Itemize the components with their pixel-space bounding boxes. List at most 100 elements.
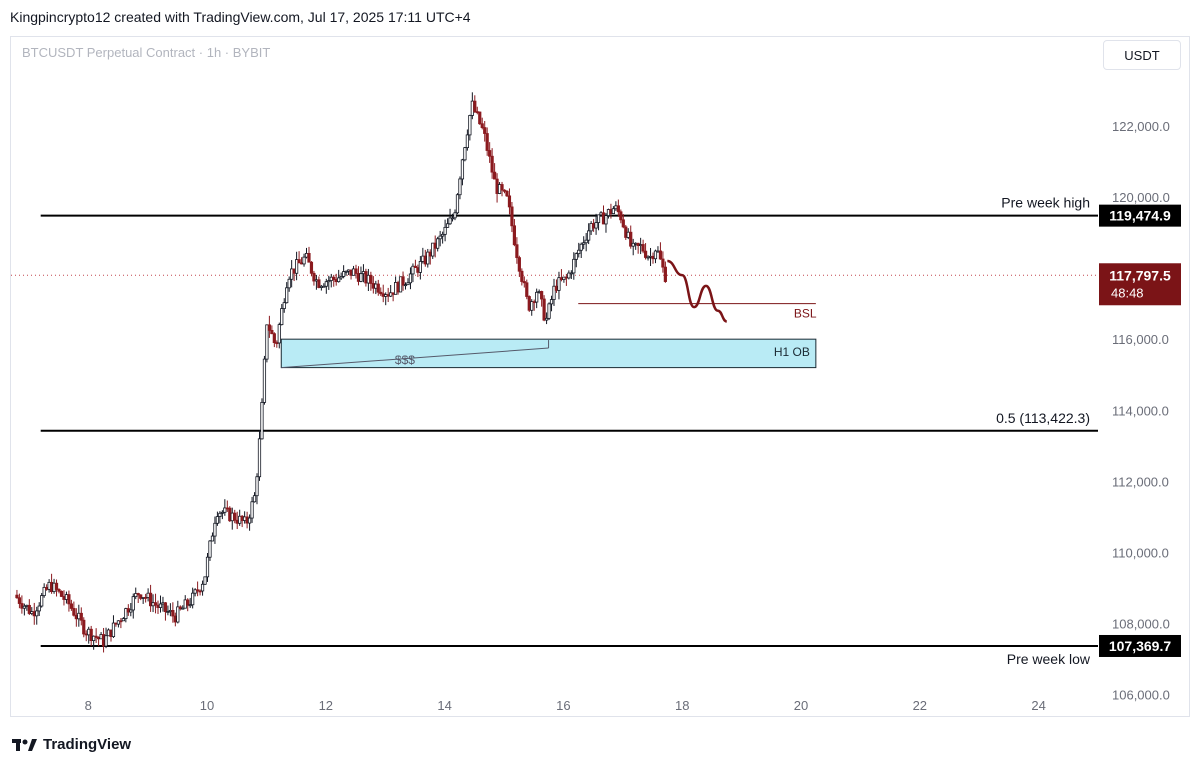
last-price-text: 117,797.5 (1109, 267, 1171, 283)
candle-body (156, 604, 160, 608)
candle-body (134, 593, 138, 598)
candle-body (423, 255, 427, 265)
candle-body (243, 516, 247, 521)
candle-body (198, 590, 202, 593)
candle-body (77, 612, 81, 620)
tradingview-logo[interactable]: TradingView (12, 736, 131, 753)
candle-body (530, 301, 534, 311)
candle-body (527, 296, 531, 311)
candle-body (114, 622, 118, 625)
candle-body (488, 150, 492, 157)
candle-body (151, 602, 155, 607)
candle-body (497, 184, 502, 194)
candle-body (537, 291, 541, 293)
candle-body (416, 267, 420, 273)
time-tick-label: 18 (675, 698, 689, 713)
candle-body (614, 205, 618, 210)
candle-body (322, 285, 326, 288)
candle-body (295, 259, 299, 274)
candle-body (547, 303, 551, 319)
candle-body (366, 274, 370, 284)
candle-body (129, 609, 133, 613)
candles (15, 92, 667, 653)
candle-body (210, 535, 215, 542)
candle-body (540, 291, 544, 300)
candle-body (431, 242, 435, 257)
candle-body (515, 244, 519, 259)
candle-body (396, 282, 400, 293)
candle-body (89, 628, 93, 641)
candle-body (601, 212, 606, 225)
candle-body (421, 255, 425, 262)
candle-body (512, 225, 517, 246)
candle-body (651, 255, 655, 260)
price-tick-label: 112,000.0 (1112, 474, 1169, 489)
candle-body (327, 280, 331, 283)
candle-body (483, 127, 487, 134)
candle-body (15, 594, 19, 599)
candle-body (267, 324, 271, 331)
candle-body (639, 244, 643, 246)
candle-body (191, 592, 195, 606)
candle-body (302, 256, 306, 265)
candle-body (79, 612, 83, 621)
price-tick-label: 108,000.0 (1112, 617, 1170, 632)
header-bar: Kingpincrypto12 created with TradingView… (0, 0, 1200, 36)
candle-body (465, 134, 469, 149)
candle-body (525, 282, 529, 297)
candle-body (361, 271, 366, 275)
candle-body (624, 226, 628, 238)
chart-frame[interactable] (10, 36, 1190, 717)
candle-body (220, 511, 224, 514)
candle-body (391, 292, 395, 295)
candle-body (109, 629, 113, 638)
candle-body (374, 283, 378, 289)
candle-body (569, 272, 573, 275)
candle-body (572, 258, 576, 274)
candle-body (485, 133, 489, 151)
candle-body (381, 293, 385, 297)
candle-body (124, 608, 128, 620)
candle-body (567, 272, 571, 279)
candle-body (307, 253, 311, 263)
candle-body (460, 159, 465, 180)
candle-body (238, 515, 242, 524)
candle-body (478, 111, 482, 125)
candle-body (552, 285, 556, 300)
candle-body (495, 178, 499, 194)
time-tick-label: 16 (556, 698, 570, 713)
candle-body (364, 271, 368, 284)
candle-body (49, 581, 54, 593)
candle-body (661, 258, 665, 268)
candle-body (292, 268, 296, 274)
price-tick-label: 120,000.0 (1112, 190, 1170, 205)
candle-body (443, 226, 447, 235)
candle-body (17, 597, 22, 604)
candle-body (411, 265, 415, 275)
candle-body (522, 281, 526, 284)
currency-button[interactable]: USDT (1103, 40, 1181, 70)
candle-body (394, 282, 398, 295)
candle-body (35, 610, 39, 617)
candle-body (500, 184, 504, 191)
candle-body (475, 111, 479, 114)
candle-body (532, 301, 536, 304)
candle-body (453, 212, 457, 219)
candle-body (403, 284, 408, 287)
candle-body (287, 278, 291, 289)
candle-body (141, 596, 145, 599)
symbol-title[interactable]: BTCUSDT Perpetual Contract · 1h · BYBIT (22, 45, 271, 60)
candle-body (520, 270, 524, 282)
candle-body (277, 324, 281, 344)
candle-body (641, 244, 645, 252)
candle-body (337, 277, 341, 283)
candle-body (208, 540, 212, 558)
candle-body (448, 217, 452, 225)
candle-body (606, 209, 611, 216)
pre-week-high-badge (1099, 204, 1181, 227)
candle-body (332, 276, 336, 280)
candle-body (240, 515, 244, 521)
tradingview-logo-text: TradingView (43, 736, 132, 753)
time-tick-label: 14 (437, 698, 451, 713)
